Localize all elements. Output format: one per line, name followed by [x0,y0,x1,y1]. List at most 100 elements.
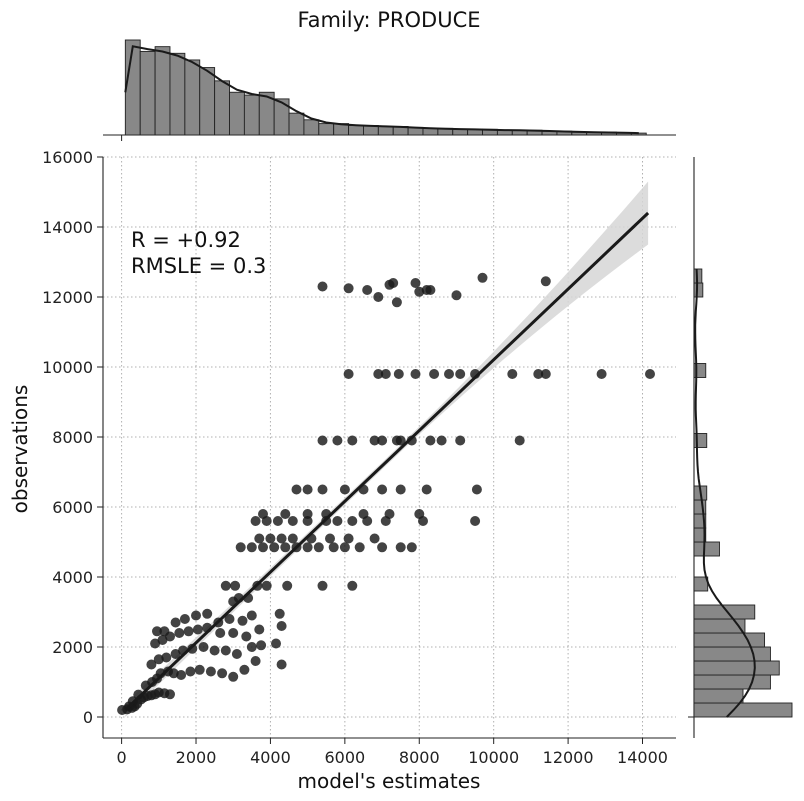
scatter-point [406,542,417,553]
scatter-points [117,272,655,715]
scatter-point [436,435,447,446]
scatter-point [388,278,399,288]
scatter-point [302,516,313,526]
right-kde-curve [694,268,756,718]
scatter-point [280,509,291,519]
scatter-point [185,666,196,677]
scatter-point [339,484,350,495]
main-scatter-axes: 0 2000 4000 6000 8000 10000 12000 14000 0 2000 40… [42,148,676,767]
scatter-point [235,542,246,553]
top-hist-bar [243,94,260,136]
scatter-point [269,542,280,553]
y-tick-label: 6000 [52,498,93,517]
scatter-point [347,516,358,526]
scatter-point [271,638,281,649]
scatter-point [176,670,187,680]
scatter-point [339,542,350,553]
scatter-point [332,516,343,526]
scatter-point [347,435,358,446]
scatter-point [373,369,384,379]
scatter-point [157,635,168,645]
scatter-point [246,542,257,553]
y-axis-label: observations [8,385,32,514]
scatter-point [250,516,261,526]
scatter-point [282,580,293,591]
scatter-point [258,542,268,553]
x-ticks: 0 2000 4000 6000 8000 10000 12000 14000 [117,738,668,767]
scatter-point [276,621,287,631]
scatter-point [198,642,209,652]
scatter-point [317,580,328,591]
scatter-point [347,580,358,591]
scatter-point [645,369,655,379]
scatter-point [179,614,190,624]
scatter-point [455,369,466,379]
scatter-point [161,652,172,663]
scatter-point [317,435,328,446]
top-hist-bar [199,67,216,136]
scatter-point [395,484,406,495]
scatter-point [302,509,313,519]
scatter-point [205,666,216,677]
y-ticks: 0 2000 4000 6000 8000 10000 12000 14000 16000 [42,148,103,727]
scatter-point [165,689,175,700]
scatter-point [477,272,488,283]
scatter-point [215,628,226,638]
scatter-point [291,484,302,495]
y-tick-label: 10000 [42,358,93,377]
scatter-point [152,626,162,637]
scatter-point [377,484,388,495]
scatter-point [540,276,551,287]
top-hist-bar [139,50,156,136]
regression-line [124,211,650,712]
x-tick-label: 6000 [324,748,365,767]
scatter-point [332,435,343,446]
scatter-point [170,617,181,628]
y-tick-label: 14000 [42,218,93,237]
y-tick-label: 0 [83,708,93,727]
top-marginal-histogram [103,39,676,141]
right-hist-bar [693,282,704,298]
scatter-point [183,626,194,637]
scatter-point [395,542,406,553]
x-tick-label: 12000 [543,748,594,767]
scatter-point [302,542,313,553]
right-hist-bar [693,541,720,557]
right-hist-bar [693,688,744,704]
scatter-point [272,516,283,526]
scatter-point [391,297,402,308]
scatter-point [187,643,198,654]
scatter-point [377,435,388,446]
annotation-rmsle: RMSLE = 0.3 [131,254,266,278]
grid-lines [103,156,676,738]
regression-line-group [124,211,650,712]
scatter-point [217,668,228,679]
scatter-point [230,580,241,591]
scatter-point [328,542,339,553]
scatter-point [444,369,454,379]
scatter-point [276,659,287,670]
scatter-point [254,624,265,635]
scatter-point [354,542,365,553]
scatter-point [224,614,235,624]
y-tick-label: 2000 [52,638,93,657]
y-tick-label: 16000 [42,148,93,167]
scatter-point [258,509,268,519]
scatter-point [159,626,170,637]
scatter-point [471,484,482,495]
right-hist-bar [693,363,707,378]
chart-title: Family: PRODUCE [297,8,480,32]
scatter-point [209,645,220,656]
right-marginal-histogram [688,157,793,738]
right-hist-bar [693,632,766,648]
scatter-point [170,649,181,659]
scatter-point [280,542,291,553]
scatter-point [470,516,481,526]
scatter-point [174,628,185,638]
scatter-point [287,533,298,544]
scatter-point [533,369,544,379]
scatter-point [325,533,335,544]
scatter-point [451,290,462,301]
scatter-point [220,645,231,656]
